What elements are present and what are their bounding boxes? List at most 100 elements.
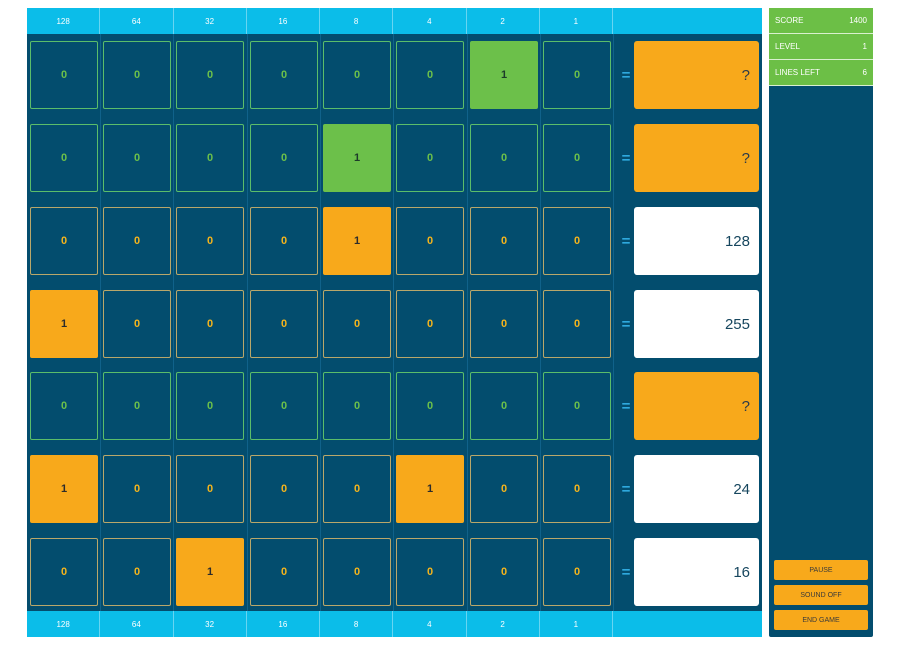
bit-toggle-cell[interactable]: 0 <box>543 41 611 109</box>
equals-sign: = <box>621 149 631 167</box>
bit-toggle-cell[interactable]: 1 <box>176 538 244 606</box>
bit-toggle-cell[interactable]: 0 <box>250 41 318 109</box>
bit-toggle-cell[interactable]: 0 <box>103 290 171 358</box>
bit-label-16: 16 <box>247 8 320 34</box>
bit-toggle-cell[interactable]: 0 <box>103 41 171 109</box>
bit-label-8: 8 <box>320 8 394 34</box>
game-controls: PAUSE SOUND OFF END GAME <box>774 560 868 630</box>
bit-toggle-cell[interactable]: 0 <box>543 372 611 440</box>
bit-toggle-cell[interactable]: 0 <box>396 538 464 606</box>
bit-toggle-cell[interactable]: 0 <box>323 538 391 606</box>
board-row: 0 0 0 0 0 0 0 0 =? <box>27 372 762 440</box>
answer-target-value: 255 <box>634 290 759 358</box>
bit-toggle-cell[interactable]: 0 <box>176 124 244 192</box>
end-game-button[interactable]: END GAME <box>774 610 868 630</box>
bit-toggle-cell[interactable]: 0 <box>176 41 244 109</box>
bit-toggle-cell[interactable]: 0 <box>250 207 318 275</box>
bit-label-64: 64 <box>100 8 174 34</box>
bit-toggle-cell[interactable]: 0 <box>470 124 538 192</box>
equals-sign: = <box>621 480 631 498</box>
sound-toggle-button[interactable]: SOUND OFF <box>774 585 868 605</box>
bit-value-footer: 128 64 32 16 8 4 2 1 <box>27 611 762 637</box>
answer-column-header <box>613 8 762 34</box>
bit-toggle-cell[interactable]: 0 <box>250 372 318 440</box>
bit-toggle-cell[interactable]: 0 <box>103 207 171 275</box>
bit-toggle-cell[interactable]: 1 <box>323 207 391 275</box>
bit-label-4: 4 <box>393 611 467 637</box>
answer-input-box[interactable]: ? <box>634 124 759 192</box>
bit-toggle-cell[interactable]: 0 <box>30 124 98 192</box>
board-row: 0 0 0 0 1 0 0 0 =? <box>27 124 762 192</box>
column-divider <box>100 34 101 611</box>
answer-input-box[interactable]: ? <box>634 41 759 109</box>
column-divider <box>247 34 248 611</box>
bit-toggle-cell[interactable]: 0 <box>176 455 244 523</box>
board-row: 0 0 0 0 0 0 1 0 =? <box>27 41 762 109</box>
bit-toggle-cell[interactable]: 0 <box>323 372 391 440</box>
bit-toggle-cell[interactable]: 0 <box>543 455 611 523</box>
board-row: 1 0 0 0 0 0 0 0 = 255 <box>27 290 762 358</box>
bit-label-1: 1 <box>540 611 613 637</box>
bit-toggle-cell[interactable]: 0 <box>470 290 538 358</box>
bit-toggle-cell[interactable]: 0 <box>396 290 464 358</box>
score-label: SCORE <box>775 16 804 25</box>
bit-toggle-cell[interactable]: 0 <box>396 372 464 440</box>
bit-label-32: 32 <box>174 611 247 637</box>
equals-sign: = <box>621 315 631 333</box>
bit-toggle-cell[interactable]: 0 <box>396 41 464 109</box>
bit-toggle-cell[interactable]: 0 <box>250 124 318 192</box>
bit-toggle-cell[interactable]: 0 <box>30 538 98 606</box>
answer-target-value: 24 <box>634 455 759 523</box>
bit-toggle-cell[interactable]: 0 <box>543 207 611 275</box>
answer-input-box[interactable]: ? <box>634 372 759 440</box>
equals-sign: = <box>621 66 631 84</box>
score-value: 1400 <box>849 16 867 25</box>
equals-sign: = <box>621 232 631 250</box>
bit-toggle-cell[interactable]: 0 <box>103 372 171 440</box>
bit-toggle-cell[interactable]: 0 <box>176 290 244 358</box>
lines-left-stat: LINES LEFT 6 <box>769 60 873 86</box>
answer-target-value: 128 <box>634 207 759 275</box>
bit-toggle-cell[interactable]: 0 <box>103 538 171 606</box>
bit-toggle-cell[interactable]: 0 <box>323 290 391 358</box>
bit-toggle-cell[interactable]: 0 <box>396 207 464 275</box>
bit-toggle-cell[interactable]: 0 <box>470 455 538 523</box>
bit-toggle-cell[interactable]: 0 <box>176 372 244 440</box>
bit-toggle-cell[interactable]: 0 <box>103 455 171 523</box>
bit-toggle-cell[interactable]: 1 <box>470 41 538 109</box>
bit-toggle-cell[interactable]: 1 <box>323 124 391 192</box>
level-value: 1 <box>862 42 867 51</box>
column-divider <box>320 34 321 611</box>
bit-toggle-cell[interactable]: 0 <box>30 207 98 275</box>
bit-toggle-cell[interactable]: 0 <box>543 124 611 192</box>
bit-toggle-cell[interactable]: 0 <box>470 538 538 606</box>
bit-toggle-cell[interactable]: 0 <box>543 538 611 606</box>
pause-button[interactable]: PAUSE <box>774 560 868 580</box>
bit-toggle-cell[interactable]: 0 <box>103 124 171 192</box>
bit-toggle-cell[interactable]: 1 <box>396 455 464 523</box>
bit-toggle-cell[interactable]: 0 <box>250 538 318 606</box>
bit-toggle-cell[interactable]: 0 <box>176 207 244 275</box>
bit-toggle-cell[interactable]: 0 <box>470 207 538 275</box>
bit-toggle-cell[interactable]: 1 <box>30 455 98 523</box>
bit-label-128: 128 <box>27 611 101 637</box>
bit-toggle-cell[interactable]: 0 <box>323 455 391 523</box>
bit-toggle-cell[interactable]: 0 <box>250 290 318 358</box>
bit-label-32: 32 <box>174 8 247 34</box>
bit-toggle-cell[interactable]: 0 <box>30 41 98 109</box>
bit-toggle-cell[interactable]: 0 <box>470 372 538 440</box>
board-row: 0 0 0 0 1 0 0 0 = 128 <box>27 207 762 275</box>
board-row: 1 0 0 0 0 1 0 0 = 24 <box>27 455 762 523</box>
equals-sign: = <box>621 563 631 581</box>
bit-toggle-cell[interactable]: 0 <box>396 124 464 192</box>
bit-toggle-cell[interactable]: 0 <box>30 372 98 440</box>
bit-label-1: 1 <box>540 8 613 34</box>
bit-value-header: 128 64 32 16 8 4 2 1 <box>27 8 762 34</box>
bit-toggle-cell[interactable]: 0 <box>543 290 611 358</box>
board-row: 0 0 1 0 0 0 0 0 = 16 <box>27 538 762 606</box>
bit-toggle-cell[interactable]: 1 <box>30 290 98 358</box>
bit-toggle-cell[interactable]: 0 <box>323 41 391 109</box>
bit-toggle-cell[interactable]: 0 <box>250 455 318 523</box>
score-stat: SCORE 1400 <box>769 8 873 34</box>
column-divider <box>613 34 614 611</box>
